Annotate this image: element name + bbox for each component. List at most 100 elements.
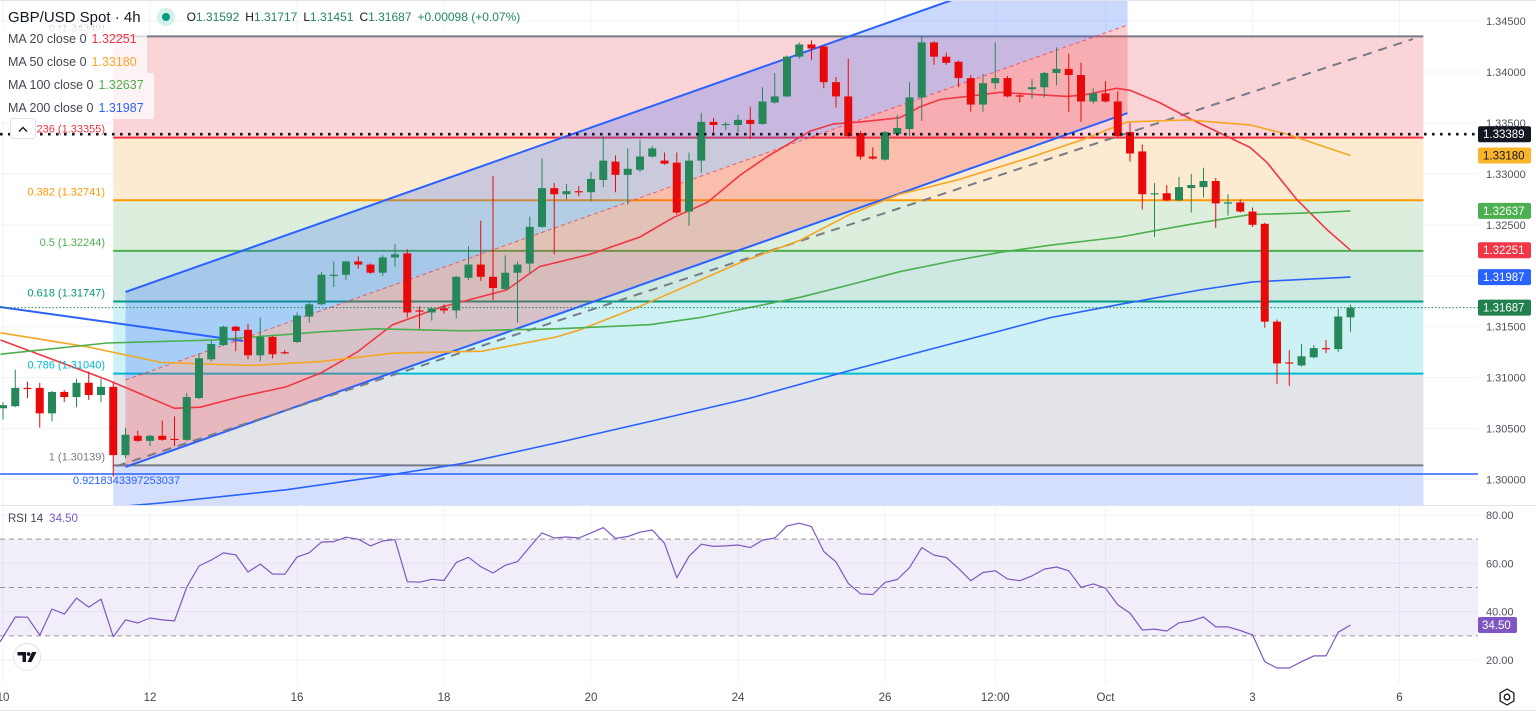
descending-trendline[interactable] (0, 305, 244, 342)
candle (219, 325, 228, 347)
price-badge: 1.32251 (1478, 242, 1531, 259)
legend-collapse-button[interactable] (10, 118, 36, 139)
candle-body (415, 310, 424, 312)
candle (317, 271, 326, 306)
candle (342, 260, 350, 280)
candle-body (966, 78, 975, 105)
time-axis-label: 6 (1396, 692, 1402, 704)
time-axis[interactable]: 10 12 16 18 20 24 26 12:00 Oct 3 6 (0, 692, 1403, 704)
candle (1236, 199, 1245, 213)
candle-body (1309, 348, 1318, 358)
candlestick-series[interactable] (0, 36, 1355, 477)
price-axis[interactable]: 1.345001.340001.335001.330001.325001.320… (1478, 1, 1536, 505)
candle (48, 390, 56, 422)
candle (256, 317, 265, 362)
rsi-pane[interactable] (0, 506, 1478, 683)
price-badge: 1.31987 (1478, 269, 1531, 286)
candle-body (1003, 78, 1012, 97)
candle-body (1322, 348, 1330, 350)
candle (1003, 76, 1012, 98)
time-axis-label: 12:00 (981, 692, 1010, 704)
candle (501, 255, 510, 291)
symbol-title[interactable]: GBP/USD Spot · 4h (8, 8, 143, 26)
legend-ma-100[interactable]: MA 100 close 0 1.32637 (0, 73, 154, 96)
candle-body (807, 44, 816, 49)
candle (182, 392, 191, 441)
tradingview-logo-icon[interactable] (13, 643, 41, 671)
candle-body (1285, 362, 1294, 364)
candle (1211, 177, 1220, 228)
candle (1187, 173, 1196, 213)
dashed-trendline[interactable] (116, 38, 1414, 467)
fib-label-0.236: 0.236 (1.33355) (27, 124, 105, 136)
candle (513, 261, 522, 323)
candle-body (109, 386, 118, 456)
candle (109, 382, 118, 477)
regression-upper-line[interactable] (125, 0, 1128, 293)
fibonacci-retracement[interactable] (113, 35, 1424, 505)
candle (1077, 62, 1085, 122)
candle (121, 427, 130, 459)
candle (574, 186, 583, 197)
candle (1101, 81, 1110, 103)
price-badge-bg (1478, 242, 1531, 259)
time-axis-label: 3 (1249, 692, 1255, 704)
rsi-axis-label: 80.00 (1486, 510, 1514, 522)
symbol-header: GBP/USD Spot · 4h O 1.31592 H 1.31717 L 1.3… (8, 5, 520, 29)
legend-ma-50[interactable]: MA 50 close 0 1.33180 (0, 50, 147, 73)
logo-mark-dot (26, 652, 31, 656)
ma-line-20[interactable] (0, 87, 1352, 410)
candle-body (219, 326, 228, 346)
fib-zone-0.5 (113, 250, 1424, 302)
candle (207, 339, 216, 362)
ohlc-values: O 1.31592 H 1.31717 L 1.31451 C 1.31687 +0.0… (187, 10, 521, 24)
legend-ma-20[interactable]: MA 20 close 0 1.32251 (0, 27, 147, 50)
chevron-up-icon (18, 126, 28, 132)
legend-ma-200[interactable]: MA 200 close 0 1.31987 (0, 96, 154, 119)
price-pane[interactable]: 0 (1.34349)0.236 (1.33355)0.382 (1.32741… (0, 0, 1478, 508)
candle-body (231, 326, 240, 331)
candle-body (1028, 87, 1036, 90)
candle (783, 55, 791, 98)
candle (758, 87, 767, 125)
candle (648, 146, 657, 158)
legend-ma-20-label: MA 20 close 0 (8, 31, 87, 46)
candle-body (991, 78, 1000, 84)
candle (599, 136, 608, 188)
price-badge-bg (1478, 202, 1531, 219)
candle-body (464, 264, 473, 278)
legend-ma-100-label: MA 100 close 0 (8, 77, 94, 92)
regression-base-line[interactable] (125, 24, 1128, 381)
candle-body (685, 160, 693, 212)
candle (1322, 339, 1330, 354)
candle-body (280, 352, 289, 354)
rsi-axis[interactable]: 80.00 60.00 40.00 20.00 34.50 (1478, 510, 1517, 667)
candle-body (329, 274, 338, 276)
rsi-line[interactable] (0, 522, 1351, 669)
low-label: L (303, 10, 311, 24)
price-badge-bg (1478, 126, 1531, 143)
candle-body (1187, 185, 1196, 189)
candle-body (501, 272, 510, 290)
price-axis-label: 1.34000 (1486, 67, 1526, 79)
price-axis-label: 1.33000 (1486, 169, 1526, 181)
rsi-badge-text: 34.50 (1482, 620, 1511, 632)
candle (979, 73, 987, 112)
legend-ma-20-value: 1.32251 (91, 31, 137, 46)
rsi-legend[interactable]: RSI 14 34.50 (8, 513, 78, 525)
fib-label-0.786: 0.786 (1.31040) (27, 360, 105, 372)
gear-icon[interactable] (1499, 688, 1515, 706)
candle (954, 60, 963, 88)
candle (844, 58, 853, 138)
ma-line-100[interactable] (0, 210, 1351, 355)
candle (293, 312, 301, 344)
candle-body (1260, 223, 1269, 322)
ma-line-200[interactable] (101, 276, 1351, 508)
indicator-legend: MA 20 close 0 1.32251 MA 50 close 0 1.33… (0, 27, 154, 119)
candle (868, 147, 877, 160)
rsi-axis-label: 20.00 (1486, 655, 1514, 667)
ma-line-50[interactable] (0, 119, 1351, 367)
candle (538, 158, 546, 228)
